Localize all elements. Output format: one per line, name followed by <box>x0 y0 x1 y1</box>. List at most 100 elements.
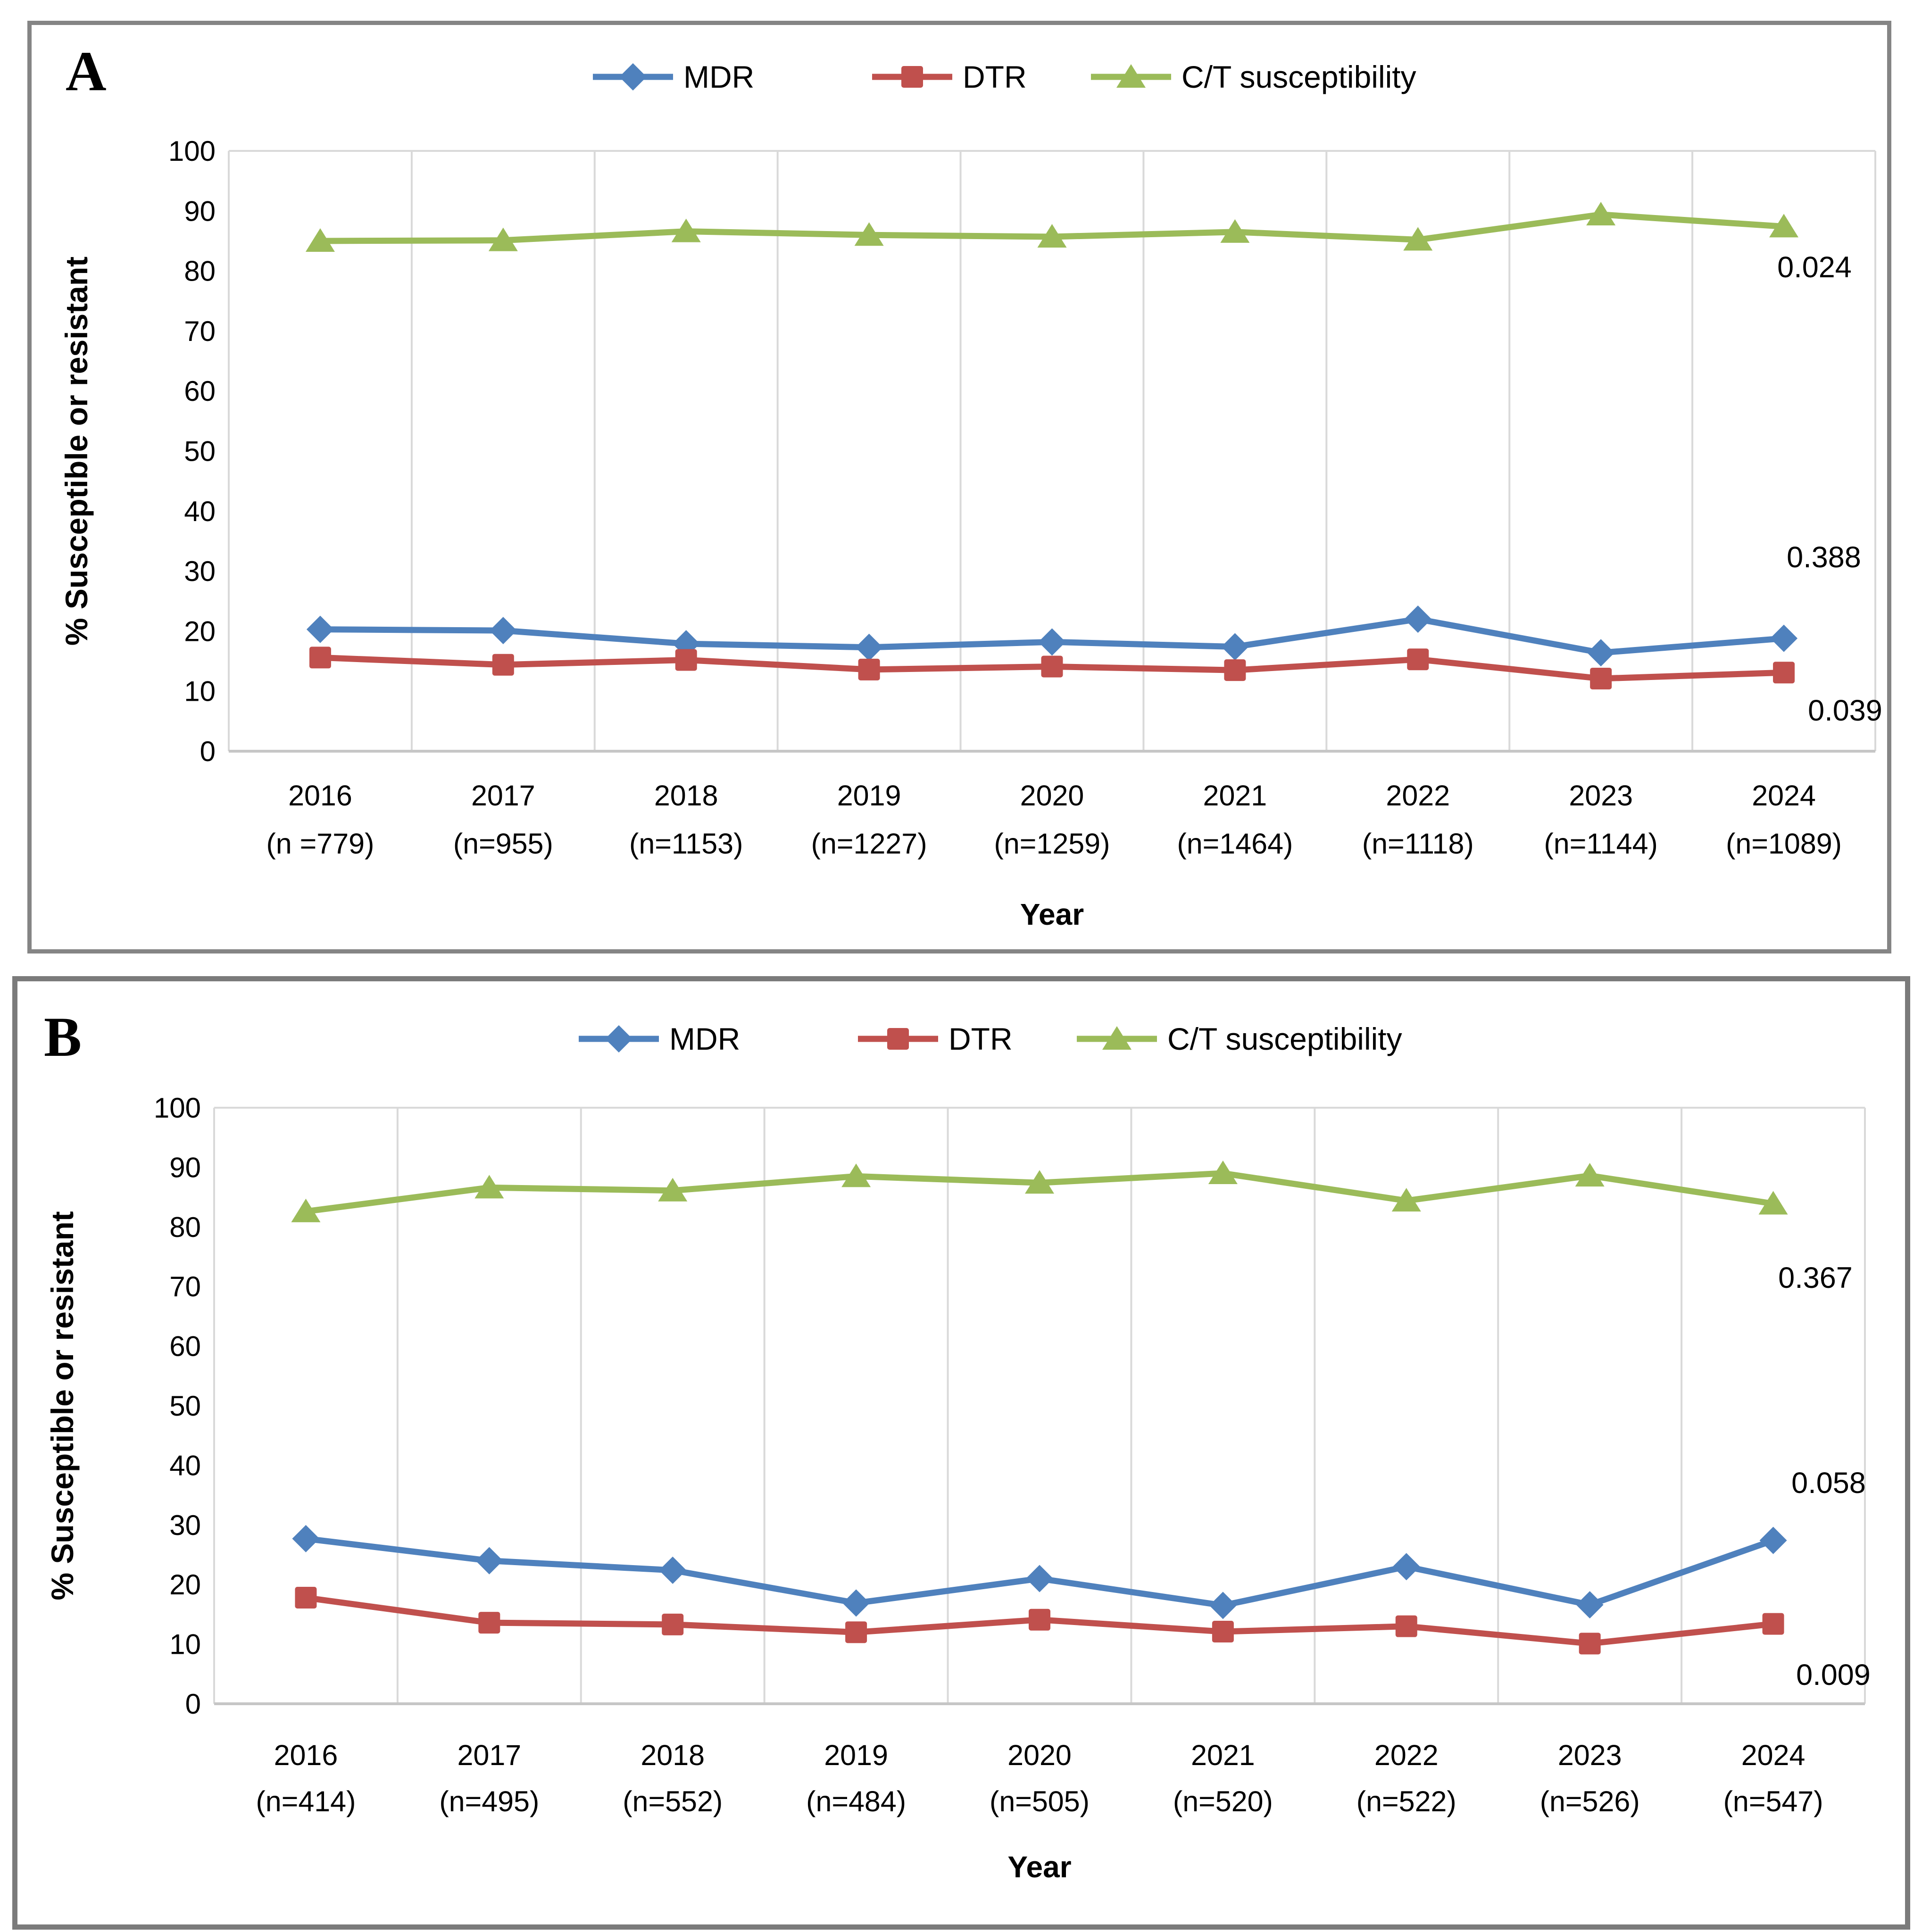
y-tick-label: 20 <box>169 1569 201 1600</box>
x-tick-year-label: 2024 <box>1741 1739 1806 1771</box>
x-tick-year-label: 2020 <box>1020 779 1084 812</box>
x-tick-n-label: (n=1464) <box>1177 828 1293 860</box>
y-tick-label: 70 <box>169 1271 201 1302</box>
legend-diamond-icon <box>605 1025 632 1053</box>
series-marker-triangle <box>841 1163 871 1187</box>
series-marker-square <box>295 1587 317 1609</box>
x-tick-n-label: (n=505) <box>990 1785 1090 1817</box>
x-tick-n-label: (n=1144) <box>1544 828 1657 860</box>
series-marker-square <box>492 654 514 676</box>
series-marker-diamond <box>1221 633 1249 661</box>
series-marker-square <box>1773 662 1795 684</box>
legend-diamond-icon <box>619 63 647 91</box>
y-tick-label: 90 <box>169 1152 201 1183</box>
series-marker-diamond <box>1759 1526 1787 1554</box>
y-axis-title: % Susceptible or resistant <box>59 257 94 646</box>
x-tick-year-label: 2023 <box>1558 1739 1622 1771</box>
p-value-annotation: 0.388 <box>1787 541 1861 574</box>
x-tick-n-label: (n=1089) <box>1726 828 1842 860</box>
series-marker-triangle <box>1391 1188 1421 1212</box>
x-tick-year-label: 2022 <box>1374 1739 1439 1771</box>
panel-a: 0 10 20 30 40 50 60 70 80 90 100 2016 (n =779) 2017 (n… <box>27 21 1891 954</box>
p-value-annotation: 0.367 <box>1778 1261 1853 1294</box>
series-marker-square <box>1029 1609 1050 1631</box>
series-marker-square <box>1579 1633 1601 1655</box>
y-tick-label: 40 <box>169 1450 201 1481</box>
x-tick-n-label: (n=520) <box>1173 1785 1273 1817</box>
series-marker-square <box>1762 1613 1784 1635</box>
series-marker-diamond <box>1209 1592 1237 1619</box>
legend-square-icon <box>887 1028 909 1050</box>
series-marker-diamond <box>1392 1553 1420 1581</box>
series-marker-diamond <box>1576 1591 1604 1619</box>
series-marker-triangle <box>1758 1191 1788 1215</box>
panel-b: 0 10 20 30 40 50 60 70 80 90 100 2016 (n=414) 2017 (n=… <box>12 976 1910 1930</box>
series-marker-square <box>1395 1615 1417 1637</box>
series-marker-triangle <box>1025 1170 1054 1194</box>
x-tick-year-label: 2018 <box>641 1739 705 1771</box>
legend-label: DTR <box>963 59 1027 94</box>
x-tick-year-label: 2024 <box>1752 779 1816 812</box>
legend-label: DTR <box>949 1021 1013 1056</box>
y-tick-label: 50 <box>184 436 216 467</box>
series-marker-triangle <box>474 1175 504 1199</box>
y-tick-label: 90 <box>184 195 216 227</box>
x-tick-year-label: 2021 <box>1203 779 1267 812</box>
y-tick-label: 100 <box>154 1092 201 1124</box>
legend-label: C/T susceptibility <box>1181 59 1416 94</box>
y-tick-label: 100 <box>168 135 216 167</box>
series-marker-diamond <box>292 1525 320 1552</box>
series-marker-diamond <box>1038 628 1066 656</box>
series-marker-diamond <box>489 617 517 645</box>
legend-triangle-icon <box>1102 1026 1132 1050</box>
x-tick-n-label: (n=1259) <box>994 828 1110 860</box>
series-marker-triangle <box>1575 1163 1605 1187</box>
chart-a: 0 10 20 30 40 50 60 70 80 90 100 2016 (n =779) 2017 (n… <box>59 59 1882 931</box>
p-value-annotation: 0.039 <box>1808 694 1882 727</box>
series-marker-diamond <box>1587 639 1615 667</box>
x-axis-title: Year <box>1007 1850 1071 1884</box>
series-marker-square <box>1212 1621 1234 1643</box>
series-marker-triangle <box>305 228 335 252</box>
x-tick-n-label: (n=495) <box>439 1785 539 1817</box>
series-marker-diamond <box>842 1589 870 1617</box>
series-marker-triangle <box>671 218 701 242</box>
legend-label: MDR <box>683 59 754 94</box>
y-axis-title: % Susceptible or resistant <box>45 1211 80 1600</box>
legend-square-icon <box>901 66 923 88</box>
series-marker-square <box>662 1613 684 1635</box>
series-marker-triangle <box>291 1198 321 1222</box>
series-marker-diamond <box>1770 624 1798 652</box>
x-tick-n-label: (n =779) <box>266 828 374 860</box>
x-tick-n-label: (n=1118) <box>1362 828 1474 860</box>
x-tick-year-label: 2016 <box>288 779 352 812</box>
x-tick-year-label: 2023 <box>1569 779 1633 812</box>
series-marker-triangle <box>1037 224 1067 248</box>
x-tick-year-label: 2019 <box>824 1739 888 1771</box>
x-tick-year-label: 2021 <box>1191 1739 1255 1771</box>
series-marker-square <box>858 658 880 680</box>
series-marker-triangle <box>854 222 884 246</box>
series-marker-diamond <box>1026 1565 1053 1592</box>
series-marker-diamond <box>306 615 334 643</box>
x-tick-year-label: 2016 <box>274 1739 338 1771</box>
series-marker-square <box>1041 655 1063 678</box>
series-marker-triangle <box>1220 219 1250 243</box>
y-tick-label: 80 <box>184 256 216 287</box>
y-tick-label: 30 <box>169 1509 201 1541</box>
x-tick-year-label: 2022 <box>1386 779 1450 812</box>
series-marker-diamond <box>1404 605 1432 633</box>
x-tick-n-label: (n=547) <box>1723 1785 1823 1817</box>
x-tick-n-label: (n=1153) <box>629 828 743 860</box>
x-tick-year-label: 2017 <box>471 779 535 812</box>
series-marker-diamond <box>659 1556 687 1584</box>
series-marker-square <box>309 647 331 669</box>
x-tick-n-label: (n=522) <box>1356 1785 1456 1817</box>
chart-b: 0 10 20 30 40 50 60 70 80 90 100 2016 (n=414) 2017 (n=… <box>45 1021 1871 1884</box>
series-marker-diamond <box>855 633 883 661</box>
panel-letter-b: B <box>44 1005 82 1068</box>
y-tick-label: 70 <box>184 315 216 347</box>
series-marker-triangle <box>1208 1161 1238 1185</box>
x-tick-n-label: (n=484) <box>806 1785 906 1817</box>
